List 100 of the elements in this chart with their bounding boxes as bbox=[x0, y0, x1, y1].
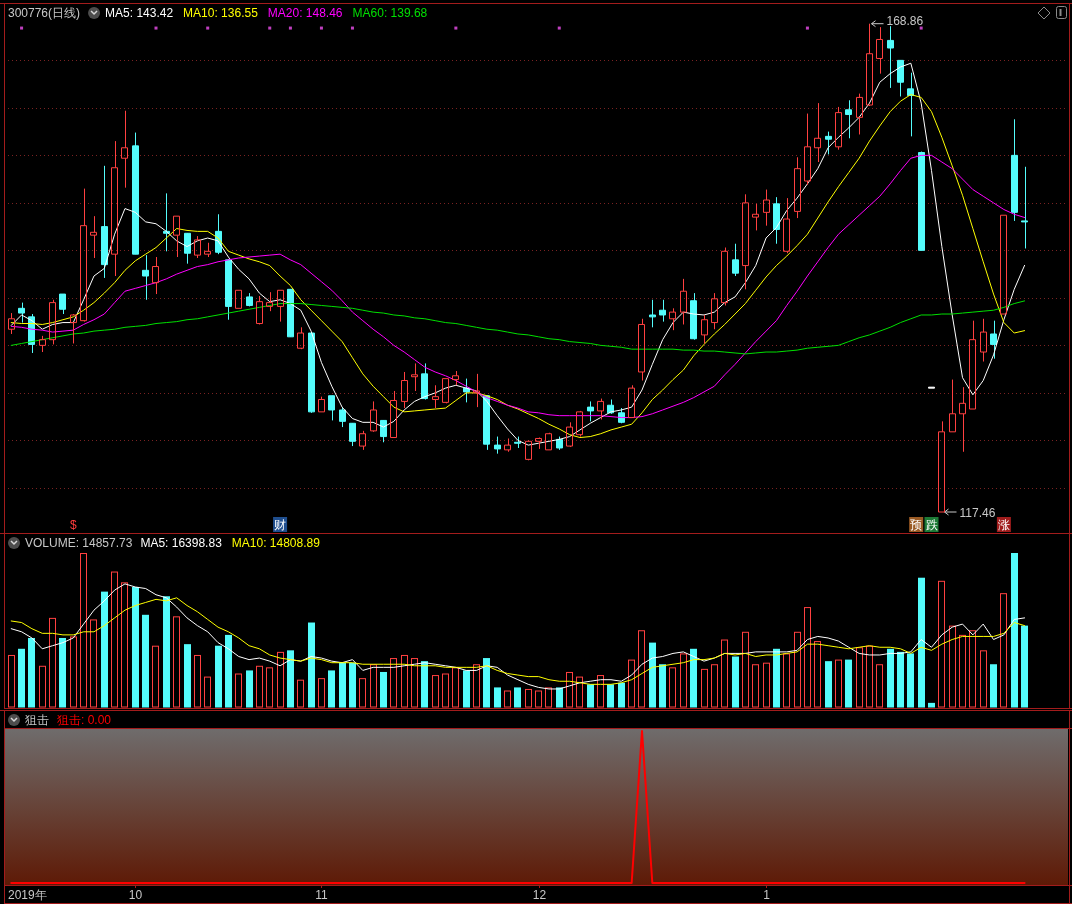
candlestick bbox=[390, 390, 397, 439]
chart-title: 300776(日线) bbox=[8, 6, 81, 20]
candlestick bbox=[432, 384, 439, 409]
candlestick bbox=[845, 99, 852, 139]
candlestick bbox=[690, 292, 697, 341]
candlestick bbox=[990, 320, 997, 360]
candlestick bbox=[969, 320, 976, 410]
candlestick bbox=[525, 439, 532, 461]
bar bbox=[370, 664, 377, 708]
bar bbox=[535, 690, 542, 708]
candlestick bbox=[1000, 214, 1007, 315]
candlestick bbox=[339, 406, 346, 428]
bar bbox=[680, 653, 687, 708]
bar bbox=[297, 679, 304, 708]
bar bbox=[173, 616, 180, 708]
bar bbox=[194, 654, 201, 708]
bar bbox=[277, 651, 284, 708]
candlestick bbox=[897, 59, 904, 97]
candlestick bbox=[328, 395, 335, 421]
x-tick-label: 10 bbox=[128, 888, 143, 902]
bar bbox=[607, 684, 614, 708]
candlestick bbox=[576, 410, 583, 438]
annotation: 117.46 bbox=[959, 505, 996, 520]
x-tick-label: 1 bbox=[763, 888, 771, 902]
bar bbox=[938, 580, 945, 708]
candlestick bbox=[659, 299, 666, 323]
bar bbox=[432, 675, 439, 708]
bar bbox=[18, 648, 25, 708]
candlestick bbox=[804, 113, 811, 186]
bar bbox=[142, 614, 149, 708]
candlestick bbox=[494, 436, 501, 455]
candlestick bbox=[566, 421, 573, 448]
bar bbox=[804, 607, 811, 708]
bar bbox=[566, 671, 573, 708]
bar bbox=[8, 654, 15, 708]
candlestick bbox=[266, 291, 273, 312]
candlestick bbox=[907, 72, 914, 137]
candlestick bbox=[701, 314, 708, 344]
bar bbox=[111, 571, 118, 708]
bar bbox=[463, 670, 470, 708]
bar bbox=[132, 586, 139, 708]
candlestick bbox=[928, 386, 935, 389]
bar bbox=[308, 622, 315, 708]
bar bbox=[59, 637, 66, 708]
bar bbox=[918, 577, 925, 708]
candlestick bbox=[742, 193, 749, 290]
bar bbox=[256, 665, 263, 708]
text: MA60: 139.68 bbox=[352, 6, 428, 20]
candlestick bbox=[111, 140, 118, 277]
candlestick bbox=[794, 156, 801, 219]
x-tick-label: 11 bbox=[315, 888, 329, 902]
bar bbox=[287, 650, 294, 708]
bar bbox=[28, 637, 35, 708]
candlestick bbox=[225, 258, 232, 321]
bar bbox=[225, 634, 232, 708]
bar bbox=[783, 653, 790, 708]
bar bbox=[494, 687, 501, 708]
candlestick bbox=[638, 318, 645, 382]
candlestick bbox=[59, 293, 66, 315]
candlestick bbox=[163, 192, 170, 252]
candlestick bbox=[514, 436, 521, 449]
candlestick bbox=[732, 243, 739, 277]
bar bbox=[949, 625, 956, 708]
text: MA10: 14808.89 bbox=[231, 536, 321, 550]
bar bbox=[380, 671, 387, 708]
candlestick bbox=[473, 373, 480, 408]
candlestick bbox=[349, 422, 356, 447]
bar bbox=[204, 676, 211, 708]
candlestick bbox=[1021, 166, 1028, 249]
bar bbox=[163, 596, 170, 708]
candlestick bbox=[980, 318, 987, 363]
candlestick bbox=[597, 398, 604, 420]
text: $ bbox=[69, 518, 77, 532]
candlestick bbox=[835, 106, 842, 151]
bar bbox=[266, 667, 273, 708]
candlestick bbox=[39, 335, 46, 353]
bar bbox=[928, 702, 935, 708]
bar bbox=[339, 662, 346, 708]
text: 财 bbox=[274, 518, 287, 532]
candlestick bbox=[142, 254, 149, 301]
bar bbox=[90, 619, 97, 708]
bar bbox=[742, 631, 749, 708]
candlestick bbox=[763, 189, 770, 227]
candlestick bbox=[504, 437, 511, 453]
bar bbox=[825, 661, 832, 708]
candlestick bbox=[938, 420, 945, 513]
candlestick bbox=[866, 23, 873, 107]
candlestick bbox=[628, 384, 635, 419]
bar bbox=[215, 645, 222, 708]
bar bbox=[390, 658, 397, 708]
candlestick bbox=[949, 379, 956, 433]
bar bbox=[773, 648, 780, 708]
bar bbox=[70, 636, 77, 708]
annotation: 168.86 bbox=[886, 14, 924, 29]
candlestick bbox=[856, 93, 863, 135]
candlestick bbox=[814, 102, 821, 163]
bar bbox=[152, 645, 159, 708]
bar bbox=[814, 641, 821, 708]
bar bbox=[897, 651, 904, 708]
bar bbox=[835, 659, 842, 708]
